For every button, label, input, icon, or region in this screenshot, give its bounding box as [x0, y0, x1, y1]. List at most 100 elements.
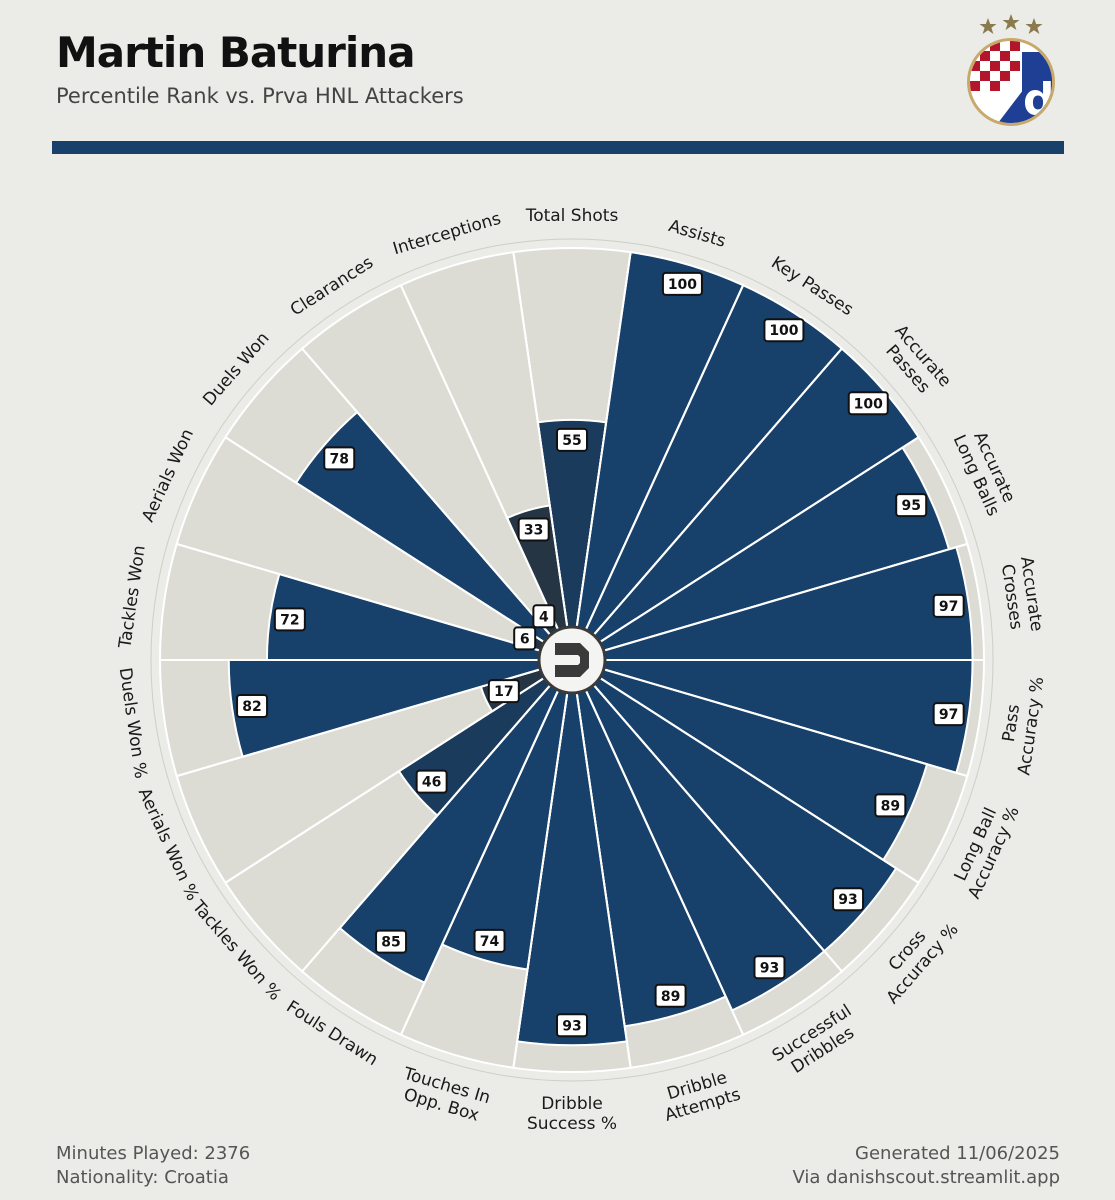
value-label: 97 — [939, 707, 958, 723]
value-badge: 93 — [832, 887, 865, 912]
spoke-line — [571, 659, 843, 973]
player-name: Martin Baturina — [56, 28, 416, 77]
value-badge: 85 — [375, 929, 408, 954]
value-label: 85 — [381, 935, 400, 951]
logo-shape — [555, 643, 589, 677]
spoke-line — [399, 284, 573, 661]
category-label-line: Dribble — [541, 1094, 603, 1114]
value-label: 82 — [242, 699, 261, 715]
spoke-line — [301, 347, 573, 661]
spoke-line — [571, 252, 632, 661]
value-label: 78 — [330, 451, 349, 467]
value-badge: 95 — [895, 493, 928, 518]
spoke-line — [399, 659, 573, 1036]
outer-ring — [150, 238, 994, 1082]
category-label-line: Duels Won % — [115, 666, 151, 780]
generated-date: Generated 11/06/2025 — [855, 1143, 1060, 1164]
spoke-line — [571, 659, 632, 1068]
value-label: 89 — [661, 989, 680, 1005]
value-label: 95 — [901, 498, 920, 514]
value-label: 100 — [854, 396, 883, 412]
value-badge-box — [556, 427, 588, 452]
value-label: 6 — [520, 631, 530, 647]
value-badge: 78 — [323, 446, 356, 471]
value-label: 72 — [280, 612, 299, 628]
value-badge: 6 — [513, 626, 537, 651]
value-badge: 4 — [532, 604, 556, 629]
value-badge-box — [895, 493, 928, 518]
value-badge: 93 — [753, 955, 786, 980]
value-badge-box — [847, 391, 889, 416]
value-label: 97 — [939, 599, 958, 615]
footer-source-info: Generated 11/06/2025 Via danishscout.str… — [792, 1142, 1060, 1190]
value-label: 33 — [524, 522, 543, 538]
chart-subtitle: Percentile Rank vs. Prva HNL Attackers — [56, 84, 464, 108]
category-label: Total Shots — [525, 206, 619, 226]
spoke-line — [571, 659, 968, 778]
value-badge-box — [932, 702, 965, 727]
value-badge: 17 — [487, 679, 520, 704]
nationality: Nationality: Croatia — [56, 1167, 229, 1188]
value-badge: 97 — [932, 593, 965, 618]
value-badge-box — [273, 607, 306, 632]
value-label: 74 — [480, 934, 500, 950]
logo-cut — [555, 655, 564, 665]
spoke-line — [571, 659, 920, 884]
value-badge: 100 — [847, 391, 889, 416]
spoke-line — [512, 659, 573, 1068]
source-link[interactable]: Via danishscout.streamlit.app — [792, 1167, 1060, 1188]
value-badge: 100 — [763, 318, 805, 343]
value-badge-box — [415, 769, 448, 794]
value-badge-box — [874, 793, 907, 818]
value-badge: 33 — [517, 517, 550, 542]
value-badge: 97 — [932, 702, 965, 727]
value-label: 93 — [838, 892, 857, 908]
value-badge-box — [473, 928, 506, 953]
spoke-line — [224, 436, 573, 661]
header-divider — [52, 141, 1064, 154]
value-badge: 100 — [661, 271, 703, 296]
spoke-line — [571, 436, 920, 661]
value-badge-box — [532, 604, 556, 629]
dinamo-zagreb-crest-icon: d — [967, 14, 1055, 126]
category-label-line: Success % — [527, 1114, 617, 1134]
spoke-line — [301, 659, 573, 973]
logo-mark — [555, 643, 589, 677]
value-badge-box — [763, 318, 805, 343]
value-badge-box — [753, 955, 786, 980]
spoke-line — [571, 659, 745, 1036]
value-badge: 46 — [415, 769, 448, 794]
spoke-line — [176, 542, 573, 661]
value-badge-box — [323, 446, 356, 471]
value-badge: 55 — [556, 427, 588, 452]
category-label: Assists — [666, 216, 728, 252]
spoke-line — [571, 284, 745, 661]
category-label-line: Assists — [666, 216, 728, 252]
value-label: 100 — [769, 323, 798, 339]
value-badge: 89 — [874, 793, 907, 818]
value-label: 93 — [760, 960, 779, 976]
category-label-line: Total Shots — [525, 206, 619, 226]
value-badge-box — [236, 694, 269, 719]
minutes-played: Minutes Played: 2376 — [56, 1143, 251, 1164]
value-badge-box — [832, 887, 865, 912]
category-label: Duels Won % — [115, 666, 151, 780]
value-badge: 72 — [273, 607, 306, 632]
value-badge: 74 — [473, 928, 506, 953]
value-badge-box — [556, 1013, 588, 1038]
value-badge-box — [661, 271, 703, 296]
value-label: 93 — [562, 1018, 581, 1034]
value-label: 55 — [562, 433, 581, 449]
value-badge-box — [654, 983, 687, 1008]
value-badge: 93 — [556, 1013, 588, 1038]
category-label: Interceptions — [391, 209, 504, 260]
value-badge: 89 — [654, 983, 687, 1008]
danishscout-logo-icon — [537, 625, 607, 695]
value-badge-box — [513, 626, 537, 651]
